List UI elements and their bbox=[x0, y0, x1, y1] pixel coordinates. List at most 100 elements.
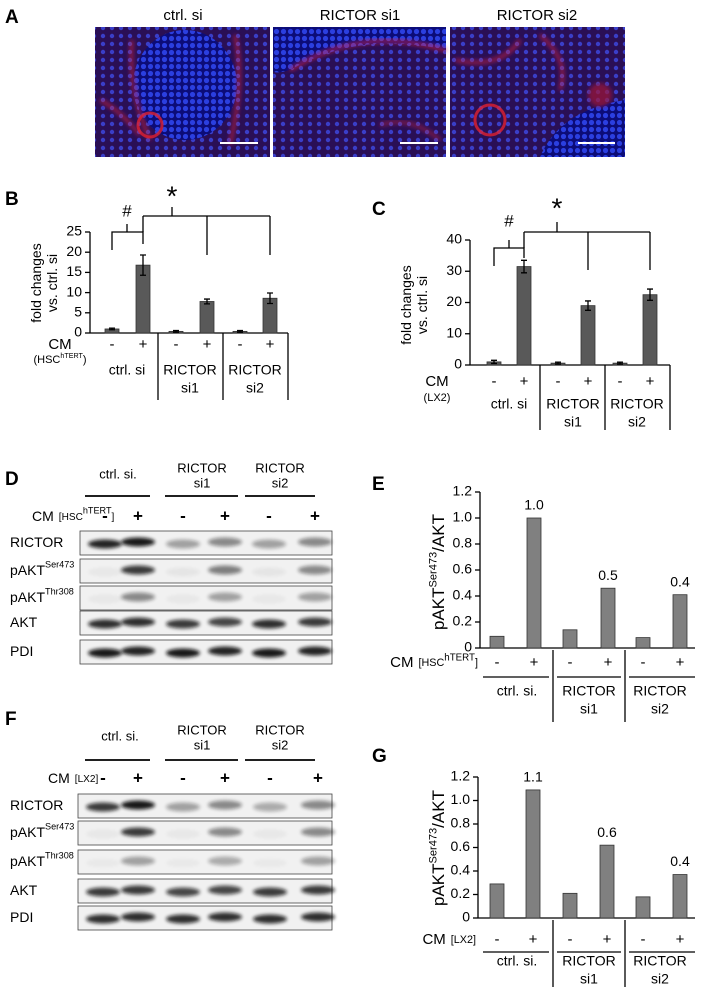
y-axis-label: fold changes bbox=[28, 243, 44, 322]
blot-row-label: RICTOR bbox=[10, 797, 63, 813]
blot-band bbox=[208, 912, 242, 922]
error-bar bbox=[585, 300, 591, 311]
y-axis-label: vs. ctrl. si bbox=[414, 276, 430, 334]
y-tick-label: 10 bbox=[66, 283, 82, 299]
blot-band bbox=[298, 565, 332, 575]
blot-band bbox=[166, 619, 200, 629]
x-tick-label: + bbox=[603, 931, 612, 948]
y-tick-label: 0 bbox=[464, 639, 472, 655]
bar bbox=[672, 874, 688, 919]
blot-treatment-label: CM [LX2] bbox=[48, 770, 99, 786]
blot-band bbox=[208, 856, 242, 866]
y-tick-label: 0.6 bbox=[453, 561, 473, 577]
value-label: 0.4 bbox=[670, 853, 690, 869]
panel-label: B bbox=[5, 189, 19, 210]
annotation: * bbox=[552, 192, 563, 223]
blot-band bbox=[166, 914, 200, 924]
blot-band bbox=[86, 887, 120, 897]
group-label: RICTOR bbox=[562, 683, 615, 699]
y-axis-label-part: pAKT bbox=[429, 587, 448, 630]
blot-band bbox=[166, 567, 200, 577]
x-tick-label: - bbox=[495, 654, 500, 671]
x-tick-label: - bbox=[110, 336, 115, 353]
blot-band bbox=[208, 646, 242, 656]
blot-sign: - bbox=[180, 768, 186, 787]
blot-band bbox=[301, 912, 335, 922]
bar bbox=[562, 892, 578, 919]
blot-sign: - bbox=[267, 768, 273, 787]
x-axis-label-part: CM bbox=[48, 336, 71, 353]
bar bbox=[672, 594, 688, 649]
blot-band bbox=[121, 646, 155, 656]
y-tick-label: 0.6 bbox=[451, 838, 471, 854]
y-axis-label-part: pAKT bbox=[429, 863, 448, 906]
blot-sign: + bbox=[220, 768, 230, 787]
blot-band bbox=[121, 565, 155, 575]
x-tick-label: + bbox=[584, 373, 593, 390]
group-label: RICTOR bbox=[633, 953, 686, 969]
blot-treatment-label-part: CM bbox=[32, 508, 54, 524]
blot-sign: + bbox=[133, 768, 143, 787]
blot-band bbox=[121, 827, 155, 837]
error-bar bbox=[647, 288, 653, 301]
blot-band bbox=[88, 648, 122, 658]
y-axis-label-part: fold changes bbox=[28, 243, 44, 322]
blot-sign: + bbox=[313, 768, 323, 787]
blot-strip bbox=[77, 878, 333, 904]
group-label: ctrl. si bbox=[491, 396, 528, 412]
blot-band bbox=[252, 619, 286, 629]
y-tick-label: 1.2 bbox=[451, 768, 471, 784]
blot-band bbox=[253, 887, 287, 897]
group-label: si2 bbox=[246, 380, 264, 396]
x-tick-label: - bbox=[238, 336, 243, 353]
x-tick-label: + bbox=[604, 654, 613, 671]
blot-band bbox=[298, 646, 332, 656]
bracket bbox=[493, 240, 525, 266]
x-tick-label: + bbox=[266, 336, 275, 353]
error-bar bbox=[173, 329, 179, 333]
blot-row-label: PDI bbox=[10, 909, 33, 925]
group-label: si1 bbox=[580, 701, 598, 717]
blot-sign: - bbox=[102, 506, 108, 525]
blot-group-label: si1 bbox=[194, 475, 211, 490]
blot-strip bbox=[77, 905, 333, 931]
blot-sign: - bbox=[180, 506, 186, 525]
micrograph bbox=[95, 27, 270, 157]
blot-row-label-part: pAKT bbox=[10, 853, 45, 869]
blot-row-label-part: pAKT bbox=[10, 562, 45, 578]
blot-treatment-label-part: [HSC bbox=[59, 512, 83, 523]
error-bar bbox=[204, 298, 210, 305]
blot-band bbox=[208, 537, 242, 547]
blot-band bbox=[166, 594, 200, 604]
blot-group-label: ctrl. si. bbox=[99, 466, 137, 481]
error-bar bbox=[521, 259, 527, 274]
error-bar bbox=[140, 254, 146, 276]
y-axis-label-part: /AKT bbox=[429, 790, 448, 828]
blot-band bbox=[166, 648, 200, 658]
blot-band bbox=[121, 617, 155, 627]
bar bbox=[526, 517, 542, 649]
x-axis-label-part: hTERT bbox=[60, 352, 83, 360]
blot-band bbox=[166, 859, 200, 868]
bar bbox=[516, 266, 532, 366]
bar bbox=[599, 844, 615, 919]
y-axis-label-part: Ser473 bbox=[427, 552, 439, 588]
y-tick-label: 1.2 bbox=[453, 483, 473, 499]
blot-row-label: RICTOR bbox=[10, 534, 63, 550]
y-axis-label-part: fold changes bbox=[398, 265, 414, 344]
panel-label: A bbox=[5, 7, 19, 28]
x-axis-label-part: CM bbox=[425, 373, 448, 390]
y-tick-label: 1.0 bbox=[451, 791, 471, 807]
blot-band bbox=[298, 537, 332, 547]
blot-row-label-part: RICTOR bbox=[10, 797, 63, 813]
y-axis-label: fold changes bbox=[398, 265, 414, 344]
bracket bbox=[111, 224, 144, 250]
y-tick-label: 0.8 bbox=[451, 815, 471, 831]
group-label: si1 bbox=[580, 971, 598, 987]
x-axis-label-part: CM bbox=[390, 654, 413, 671]
annotation: # bbox=[122, 201, 132, 220]
bracket bbox=[523, 222, 651, 270]
x-tick-label: - bbox=[618, 373, 623, 390]
x-tick-label: + bbox=[529, 931, 538, 948]
